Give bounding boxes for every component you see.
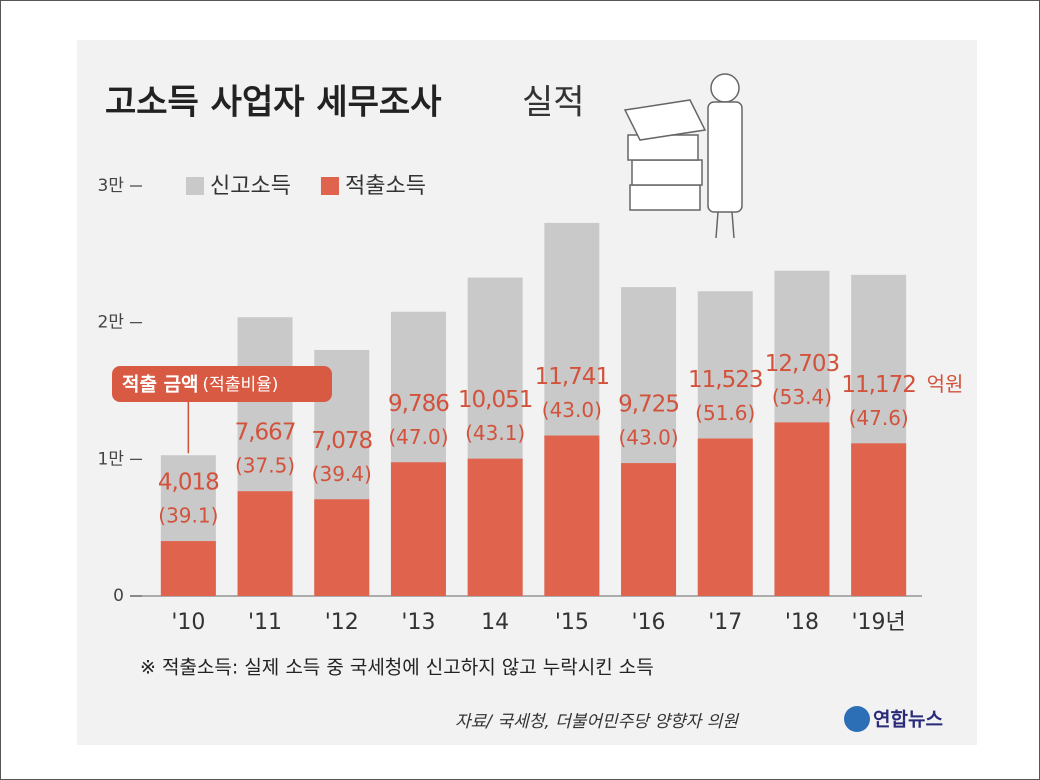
- source: 자료/ 국세청, 더불어민주당 양향자 의원: [455, 712, 739, 732]
- x-tick-label: '17: [708, 610, 742, 635]
- value-label: 11,523: [688, 367, 762, 393]
- x-tick-label: '12: [325, 610, 359, 635]
- bar: [774, 422, 829, 596]
- bar: [544, 436, 599, 596]
- page: 고소득 사업자 세무조사 실적 ※ 적출소득: 실제 소득 중 국세청에 신고하…: [0, 0, 1040, 780]
- title-suffix: 실적: [522, 83, 585, 123]
- ratio-label: (37.5): [235, 454, 295, 478]
- callout-amount: 적출 금액: [122, 374, 199, 396]
- ratio-label: (43.0): [542, 398, 602, 422]
- ratio-label: (43.1): [465, 421, 525, 445]
- ratio-label: (47.0): [388, 425, 448, 449]
- x-tick-label: '15: [555, 610, 589, 635]
- bar: [238, 491, 293, 596]
- footnote: ※ 적출소득: 실제 소득 중 국세청에 신고하지 않고 누락시킨 소득: [140, 657, 654, 679]
- value-label: 4,018: [158, 470, 219, 496]
- ratio-label: (53.4): [772, 385, 832, 409]
- value-label: 7,078: [311, 428, 372, 454]
- y-tick-label: 3만: [98, 176, 125, 196]
- value-label: 10,051: [458, 387, 532, 413]
- value-label: 11,172: [841, 372, 915, 398]
- value-label: 9,725: [618, 392, 679, 418]
- y-tick-label: 1만: [98, 449, 125, 469]
- bar: [314, 499, 369, 596]
- bar: [851, 443, 906, 596]
- ratio-label: (39.4): [312, 462, 372, 486]
- legend-label: 적출소득: [345, 174, 426, 199]
- legend-swatch: [186, 177, 204, 195]
- unit-label: 억원: [927, 372, 964, 396]
- bar: [391, 462, 446, 596]
- value-label: 7,667: [235, 420, 296, 446]
- x-tick-label: '16: [632, 610, 666, 635]
- logo: 연합뉴스: [873, 709, 943, 731]
- ratio-label: (51.6): [695, 401, 755, 425]
- value-label: 11,741: [535, 364, 609, 390]
- ratio-label: (39.1): [158, 504, 218, 528]
- logo-icon: [844, 706, 870, 732]
- bar: [468, 459, 523, 596]
- x-tick-label: 14: [481, 610, 509, 635]
- callout-ratio: (적출비율): [203, 375, 279, 395]
- legend-swatch: [321, 177, 339, 195]
- x-tick-label: '13: [401, 610, 435, 635]
- chart: 고소득 사업자 세무조사 실적 ※ 적출소득: 실제 소득 중 국세청에 신고하…: [0, 0, 1040, 780]
- y-tick-label: 0: [113, 586, 124, 606]
- x-tick-label: '18: [785, 610, 819, 635]
- legend-label: 신고소득: [210, 174, 291, 199]
- title: 고소득 사업자 세무조사: [105, 83, 441, 123]
- x-tick-label: '19년: [852, 610, 906, 635]
- bar: [698, 439, 753, 596]
- y-tick-label: 2만: [98, 313, 125, 333]
- bar: [621, 463, 676, 596]
- ratio-label: (47.6): [849, 406, 909, 430]
- value-label: 9,786: [388, 391, 449, 417]
- x-tick-label: '10: [171, 610, 205, 635]
- x-tick-label: '11: [248, 610, 282, 635]
- bar: [161, 541, 216, 596]
- ratio-label: (43.0): [618, 426, 678, 450]
- value-label: 12,703: [765, 351, 839, 377]
